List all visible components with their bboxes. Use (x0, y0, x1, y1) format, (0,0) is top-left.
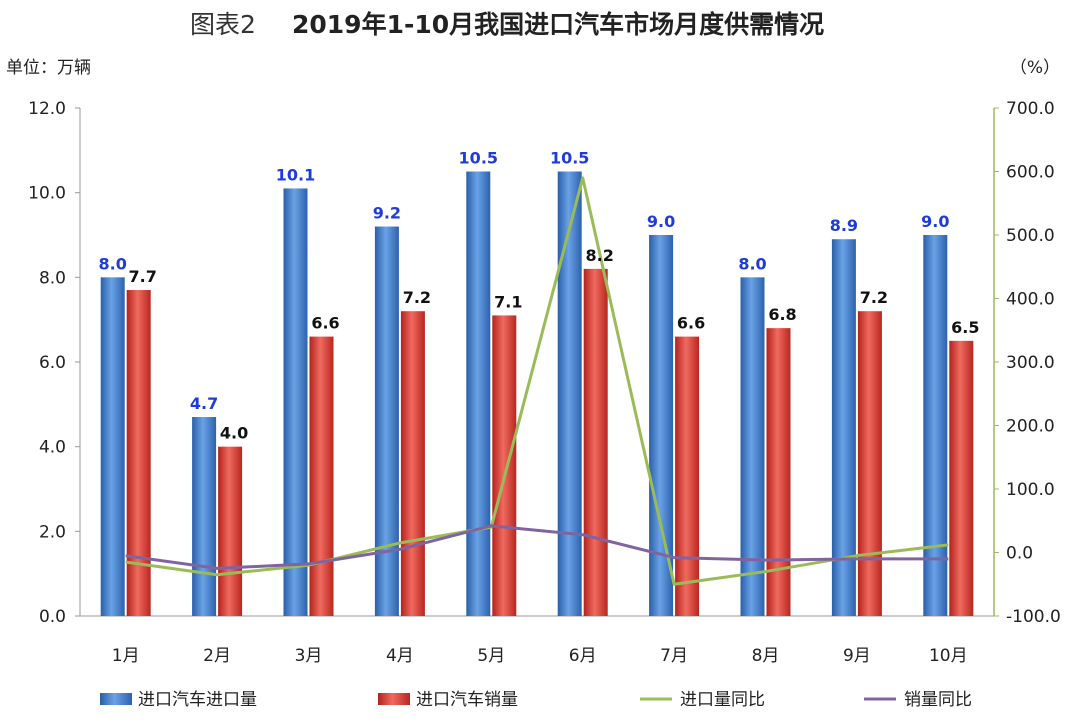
right-axis-tick-label: 0.0 (1006, 544, 1033, 564)
x-axis-category-label: 6月 (569, 646, 597, 666)
left-axis-tick-label: 0.0 (39, 607, 66, 627)
legend-swatch-import-volume (100, 693, 132, 705)
bar-sales-volume (126, 290, 151, 616)
bar-import-volume (192, 417, 217, 616)
data-label-sales-volume: 6.8 (768, 305, 796, 324)
left-axis-tick-label: 12.0 (28, 99, 66, 119)
right-axis-tick-label: 700.0 (1006, 99, 1055, 119)
bar-import-volume (557, 171, 582, 616)
bar-import-volume (923, 235, 948, 616)
data-label-sales-volume: 7.1 (494, 292, 522, 311)
data-label-sales-volume: 7.2 (860, 288, 888, 307)
data-label-sales-volume: 6.6 (311, 314, 339, 333)
data-label-import-volume: 8.0 (738, 254, 766, 273)
right-axis-tick-label: 200.0 (1006, 417, 1055, 437)
data-label-sales-volume: 6.6 (677, 314, 705, 333)
right-axis-unit: （%） (1010, 58, 1060, 78)
legend-label-import-volume: 进口汽车进口量 (138, 690, 257, 710)
bar-import-volume (831, 239, 856, 616)
chart-title: 2019年1-10月我国进口汽车市场月度供需情况 (292, 10, 824, 39)
data-label-import-volume: 10.5 (550, 149, 589, 168)
data-label-sales-volume: 8.2 (586, 246, 614, 265)
right-axis-tick-label: 400.0 (1006, 290, 1055, 310)
right-axis-tick-label: 500.0 (1006, 226, 1055, 246)
x-axis-category-label: 10月 (929, 646, 968, 666)
left-axis-tick-label: 10.0 (28, 184, 66, 204)
line-sales-yoy (125, 524, 949, 570)
bar-sales-volume (949, 340, 974, 616)
left-axis-unit: 单位：万辆 (6, 58, 91, 78)
left-axis-tick-label: 8.0 (39, 268, 66, 288)
x-axis-category-label: 8月 (752, 646, 780, 666)
data-label-import-volume: 10.5 (459, 149, 498, 168)
bar-sales-volume (309, 336, 334, 616)
chart-title-prefix: 图表2 (190, 10, 256, 39)
bar-import-volume (100, 277, 125, 616)
legend-label-import-yoy: 进口量同比 (680, 690, 765, 710)
x-axis-category-label: 4月 (386, 646, 414, 666)
legend: 进口汽车进口量 进口汽车销量 进口量同比 销量同比 (100, 690, 972, 710)
bar-sales-volume (583, 268, 608, 616)
data-label-import-volume: 9.2 (373, 204, 401, 223)
data-label-sales-volume: 6.5 (951, 318, 979, 337)
data-label-import-volume: 9.0 (647, 212, 675, 231)
left-axis-tick-label: 6.0 (39, 353, 66, 373)
data-label-import-volume: 8.9 (830, 216, 858, 235)
bar-sales-volume (492, 315, 517, 616)
data-label-import-volume: 9.0 (921, 212, 949, 231)
line-import-yoy (125, 176, 949, 586)
right-axis-tick-label: 300.0 (1006, 353, 1055, 373)
data-label-sales-volume: 7.2 (403, 288, 431, 307)
data-label-import-volume: 8.0 (99, 254, 127, 273)
left-axis-tick-label: 4.0 (39, 438, 66, 458)
bar-import-volume (283, 188, 308, 616)
x-axis-category-label: 5月 (477, 646, 505, 666)
data-label-sales-volume: 7.7 (129, 267, 157, 286)
right-axis-tick-label: 600.0 (1006, 163, 1055, 183)
bar-sales-volume (766, 328, 791, 616)
legend-label-sales-yoy: 销量同比 (904, 690, 972, 710)
bar-sales-volume (218, 446, 243, 616)
bar-sales-volume (675, 336, 700, 616)
legend-swatch-sales-volume (378, 693, 410, 705)
data-label-import-volume: 4.7 (190, 394, 218, 413)
bar-import-volume (740, 277, 765, 616)
x-axis-category-label: 9月 (843, 646, 871, 666)
data-label-sales-volume: 4.0 (220, 424, 248, 443)
bar-import-volume (374, 226, 399, 617)
x-axis-category-label: 7月 (660, 646, 688, 666)
left-axis-tick-label: 2.0 (39, 522, 66, 542)
right-axis-tick-label: 100.0 (1006, 480, 1055, 500)
x-axis-category-label: 1月 (112, 646, 140, 666)
bar-sales-volume (857, 311, 882, 616)
data-label-import-volume: 10.1 (276, 165, 315, 184)
bar-sales-volume (400, 311, 425, 616)
right-axis-tick-label: -100.0 (1006, 607, 1061, 627)
bar-import-volume (466, 171, 491, 616)
x-axis-category-label: 2月 (203, 646, 231, 666)
legend-label-sales-volume: 进口汽车销量 (416, 690, 518, 710)
x-axis-category-label: 3月 (295, 646, 323, 666)
